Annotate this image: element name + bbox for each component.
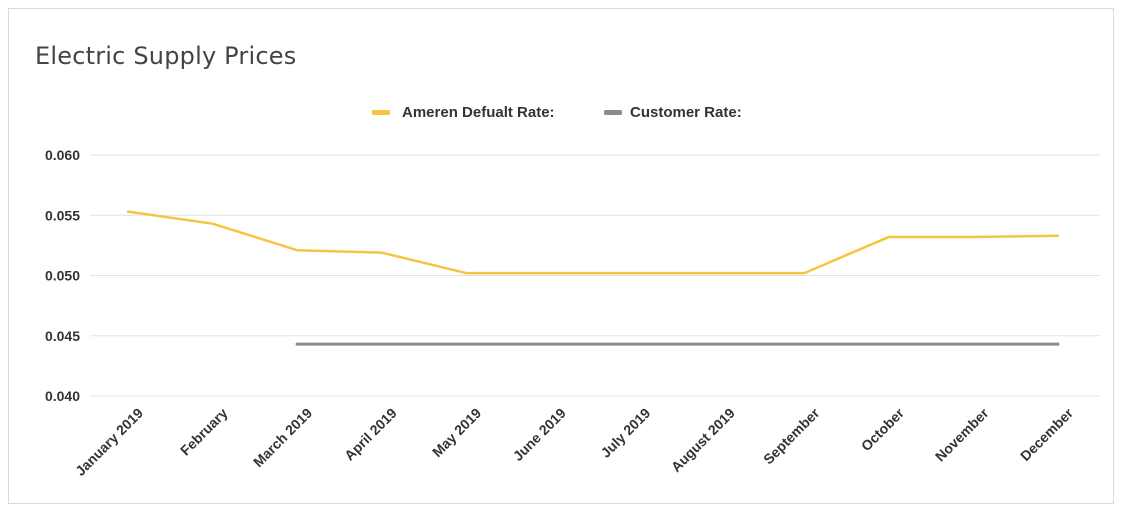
x-axis-tick-labels: January 2019 February March 2019 April 2019… xyxy=(72,404,1076,478)
legend-swatch xyxy=(372,110,390,115)
series-line-ameren-default-rate xyxy=(126,210,1060,275)
legend-label: Customer Rate: xyxy=(630,104,742,121)
x-tick-label: July 2019 xyxy=(597,405,653,461)
y-tick-label: 0.060 xyxy=(45,147,80,163)
y-tick-label: 0.040 xyxy=(45,388,80,404)
x-tick-label: June 2019 xyxy=(510,405,569,464)
chart-title: Electric Supply Prices xyxy=(35,42,297,70)
chart-frame xyxy=(8,8,1114,504)
x-tick-label: November xyxy=(932,404,992,464)
y-tick-label: 0.050 xyxy=(45,268,80,284)
x-tick-label: January 2019 xyxy=(72,405,146,479)
x-tick-label: August 2019 xyxy=(668,405,738,475)
x-tick-label: February xyxy=(177,405,231,459)
x-tick-label: December xyxy=(1017,404,1077,464)
x-tick-label: October xyxy=(858,404,908,454)
x-tick-label: May 2019 xyxy=(429,405,484,460)
y-tick-label: 0.045 xyxy=(45,328,80,344)
legend: Ameren Defualt Rate: Customer Rate: xyxy=(372,104,742,121)
grid-lines xyxy=(90,154,1100,397)
x-tick-label: September xyxy=(760,404,823,467)
y-tick-label: 0.055 xyxy=(45,207,80,223)
x-tick-label: April 2019 xyxy=(341,405,400,464)
series-lines xyxy=(126,210,1060,346)
legend-swatch xyxy=(604,110,622,115)
legend-label: Ameren Defualt Rate: xyxy=(402,104,555,121)
y-axis-tick-labels: 0.040 0.045 0.050 0.055 0.060 xyxy=(45,147,80,404)
x-tick-label: March 2019 xyxy=(250,405,315,470)
